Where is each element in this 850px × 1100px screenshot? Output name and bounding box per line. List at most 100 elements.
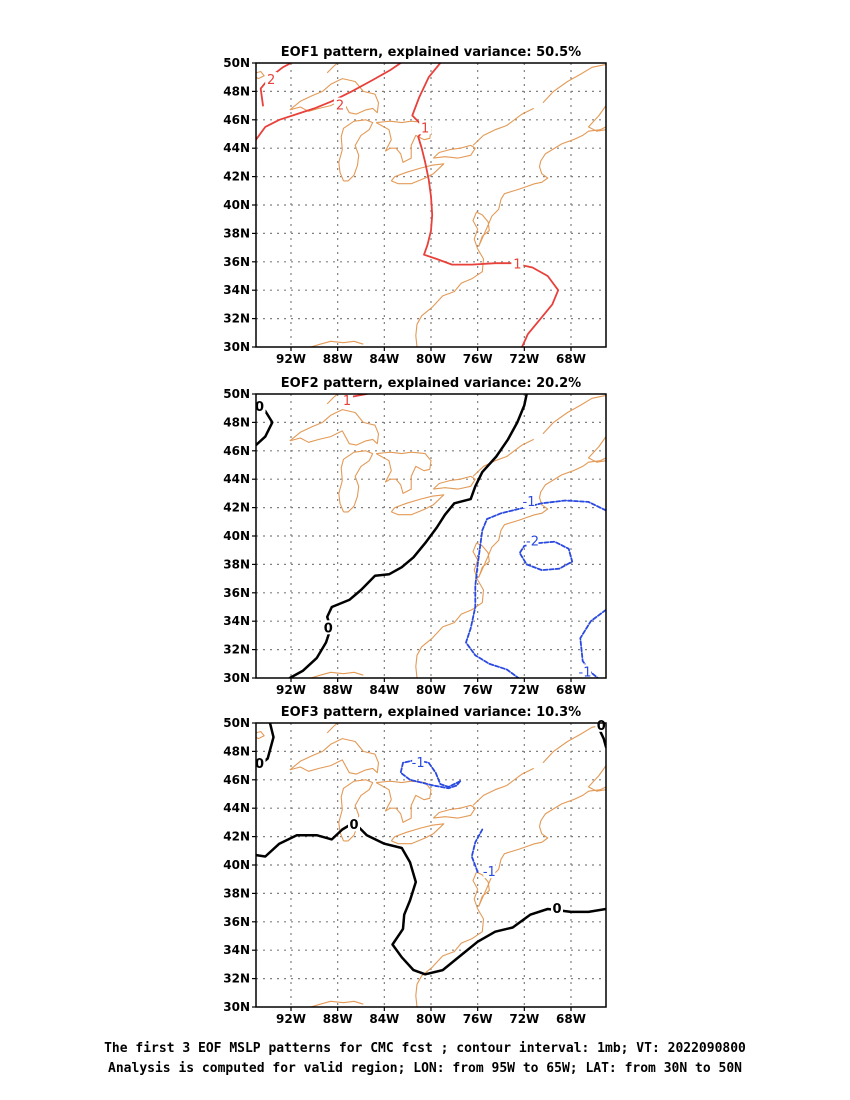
y-tick-label: 50N xyxy=(223,387,250,401)
coastline xyxy=(326,723,339,734)
coastlines xyxy=(256,63,606,347)
coastline xyxy=(587,105,606,132)
coastline xyxy=(432,144,476,159)
coastline xyxy=(256,730,265,740)
contour-line-negative xyxy=(399,759,462,790)
coastline xyxy=(472,438,534,477)
x-tick-label: 68W xyxy=(556,1012,586,1026)
coastline xyxy=(432,804,476,819)
y-tick-label: 44N xyxy=(223,472,250,486)
x-tick-label: 84W xyxy=(369,1012,399,1026)
coastline xyxy=(289,409,380,446)
coastline xyxy=(542,63,606,104)
coastline xyxy=(390,494,445,516)
x-tick-label: 68W xyxy=(556,352,586,366)
y-tick-label: 42N xyxy=(223,830,250,844)
coastline xyxy=(587,765,606,792)
coastline xyxy=(289,738,380,775)
y-tick-label: 40N xyxy=(223,858,250,872)
y-tick-label: 36N xyxy=(223,255,250,269)
coastline xyxy=(375,120,432,163)
coastline xyxy=(542,394,606,435)
y-tick-label: 32N xyxy=(223,643,250,657)
contour-label-bg xyxy=(348,817,360,832)
coastline xyxy=(390,823,445,845)
coastline xyxy=(326,63,339,74)
contour-label-bg xyxy=(579,664,591,679)
y-tick-label: 34N xyxy=(223,283,250,297)
coastlines xyxy=(256,394,606,678)
x-tick-label: 72W xyxy=(509,352,539,366)
y-tick-label: 46N xyxy=(223,444,250,458)
grid-lines xyxy=(256,394,606,678)
contour-label: 2 xyxy=(336,99,344,114)
y-tick-label: 38N xyxy=(223,226,250,240)
contour-line-negative xyxy=(518,540,574,571)
contour-label-bg xyxy=(419,120,432,135)
contour-label: -1 xyxy=(412,756,425,771)
panel-title: EOF3 pattern, explained variance: 10.3% xyxy=(281,705,581,720)
contour-label-bg xyxy=(511,256,524,271)
contour-label-bg xyxy=(265,72,278,87)
x-tick-label: 92W xyxy=(276,1012,306,1026)
x-tick-label: 80W xyxy=(416,683,446,697)
y-tick-label: 30N xyxy=(223,340,250,354)
y-tick-label: 32N xyxy=(223,972,250,986)
y-tick-label: 46N xyxy=(223,113,250,127)
contour-line-negative xyxy=(470,828,484,873)
y-tick-label: 40N xyxy=(223,198,250,212)
y-tick-label: 48N xyxy=(223,84,250,98)
contour-label: 0 xyxy=(552,902,561,917)
contour-line-zero xyxy=(256,821,606,976)
contour-label: 1 xyxy=(343,394,351,409)
y-tick-label: 40N xyxy=(223,529,250,543)
coastline xyxy=(338,450,374,513)
coastline xyxy=(256,70,265,80)
contour-label: 0 xyxy=(255,757,264,772)
contour-label: 0 xyxy=(349,818,358,833)
contour-label: 0 xyxy=(597,719,606,734)
x-tick-label: 92W xyxy=(276,683,306,697)
panel-title: EOF1 pattern, explained variance: 50.5% xyxy=(281,45,581,60)
coastline xyxy=(375,451,432,494)
coastline xyxy=(587,436,606,463)
x-tick-label: 84W xyxy=(369,352,399,366)
y-tick-label: 46N xyxy=(223,773,250,787)
contour-label: 0 xyxy=(255,400,264,415)
coastline xyxy=(472,107,534,146)
y-tick-label: 42N xyxy=(223,501,250,515)
y-tick-label: 30N xyxy=(223,1000,250,1014)
y-tick-label: 36N xyxy=(223,915,250,929)
contour-label-bg xyxy=(526,533,539,548)
contour-label-bg xyxy=(322,620,335,635)
contour-label: -2 xyxy=(526,535,539,550)
contour-label-bg xyxy=(483,864,496,879)
y-tick-label: 38N xyxy=(223,557,250,571)
x-tick-label: 72W xyxy=(509,1012,539,1026)
y-tick-label: 48N xyxy=(223,744,250,758)
coastline xyxy=(375,780,432,823)
map-panel-1: EOF1 pattern, explained variance: 50.5% 2… xyxy=(223,45,607,366)
coastline xyxy=(289,78,380,115)
x-tick-label: 80W xyxy=(416,1012,446,1026)
contour-label-bg xyxy=(341,393,353,408)
y-tick-label: 32N xyxy=(223,312,250,326)
coastline xyxy=(326,394,339,405)
coastline xyxy=(338,119,374,182)
contour-label: 1 xyxy=(421,121,429,136)
x-tick-label: 80W xyxy=(416,352,446,366)
coastline xyxy=(415,126,606,347)
x-tick-label: 88W xyxy=(323,683,353,697)
y-tick-label: 44N xyxy=(223,801,250,815)
contour-label: 2 xyxy=(267,73,275,88)
coastline xyxy=(472,767,534,806)
x-tick-label: 76W xyxy=(463,352,493,366)
contours xyxy=(256,723,606,976)
contour-label-bg xyxy=(412,754,425,769)
y-tick-label: 50N xyxy=(223,716,250,730)
x-tick-label: 88W xyxy=(323,352,353,366)
contour-line-negative xyxy=(579,608,606,678)
x-tick-label: 88W xyxy=(323,1012,353,1026)
y-tick-label: 48N xyxy=(223,415,250,429)
contour-label: -1 xyxy=(523,495,536,510)
